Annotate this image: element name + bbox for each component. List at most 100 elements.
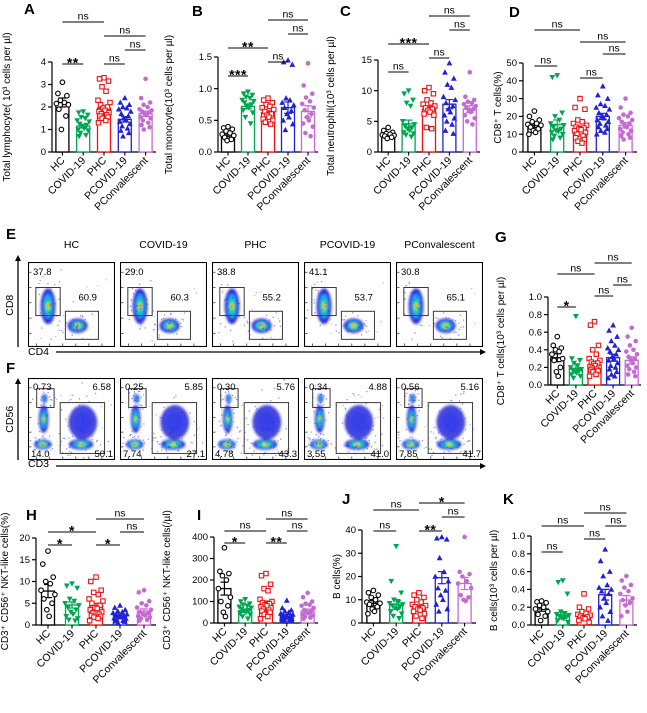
gate-box-0 — [404, 388, 423, 409]
points-covid-19 — [236, 597, 255, 622]
sig-label: *** — [400, 35, 418, 51]
y-tick-label: 0.6 — [529, 327, 542, 338]
y-tick-label: 1.5 — [199, 52, 212, 63]
points-covid-19 — [399, 88, 418, 140]
cd4-axis-label: CD4 — [28, 346, 50, 358]
sig-label: ns — [130, 39, 141, 51]
axis-ticks — [305, 271, 379, 346]
y-tick-label: 0 — [351, 618, 356, 629]
significance-annotations: ns * ns * * — [48, 508, 144, 552]
y-tick-label: 40 — [345, 525, 356, 536]
chart-svg-c: 051015nsns***nsnsHCCOVID-19PHCPCOVID-19P… — [326, 5, 480, 213]
panel-c-chart: 0 5 10 15 ns ns *** ns ns HC COVID-19 PHC PCOVID-19 P… — [324, 0, 486, 225]
flow-row-f: 0.73 6.58 14.0 50.1 0.25 5.85 7.74 27.1 0.30 5.76… — [0, 362, 490, 510]
y-tick-label: 30 — [506, 94, 517, 105]
y-tick-label: 15 — [19, 555, 30, 566]
plot-border — [120, 262, 207, 347]
y-tick-label: 1 — [41, 125, 46, 136]
panel-i-chart: 0 100 200 300 400 ns ns ns * ** HC COVID-19 PHC PCOVI… — [162, 505, 324, 713]
sig-label: ns — [609, 43, 620, 55]
chart-svg-b: 0.00.51.01.5nsns**ns***HCCOVID-19PHCPCOV… — [164, 9, 318, 213]
panel-letter-k: K — [503, 491, 514, 508]
points-pcovid-19 — [110, 602, 130, 626]
points-pcovid-19 — [115, 95, 134, 139]
flow-plot-f-3: 0.34 4.88 3.55 41.0 — [304, 378, 391, 460]
flow-plot-e-0: 37.8 60.9 — [28, 262, 115, 347]
plot-border — [120, 378, 207, 460]
gate-value-bottom-right: 27.1 — [187, 449, 206, 460]
gate-value-top-left: 37.8 — [33, 267, 52, 278]
x-category-label: COVID-19 — [210, 155, 253, 198]
sig-label: ns — [119, 25, 130, 37]
axis-ticks — [213, 387, 287, 459]
gate-value-right: 60.3 — [170, 292, 189, 303]
flow-plot-e-2: 38.8 55.2 — [212, 262, 299, 347]
sig-label: ns — [434, 47, 445, 59]
sig-label: * — [564, 298, 570, 314]
plot-border — [396, 262, 483, 347]
sig-label: ns — [598, 285, 609, 297]
y-axis-label: CD3⁺ CD56⁺ NKT-like cells(%) — [0, 513, 11, 651]
y-axis-label: CD8⁺ T cells(10³ cells per µl) — [496, 277, 507, 405]
y-tick-label: 1.0 — [529, 292, 542, 303]
gate-value-top-left: 41.1 — [309, 267, 328, 278]
sig-label: * — [439, 494, 445, 510]
points-pconvalescent — [134, 587, 154, 623]
points-hc — [363, 587, 383, 617]
points-covid-19 — [567, 314, 585, 381]
flow-e-title-covid19: COVID-19 — [139, 239, 188, 251]
points-hc — [549, 333, 566, 380]
panel-j-chart: 0 10 20 30 40 * ns ns ns ** HC COVID-19 PHC PCOVID-19… — [324, 494, 486, 713]
density-blobs — [34, 393, 98, 450]
y-tick-label: 0.4 — [512, 585, 525, 596]
plot-border — [396, 378, 483, 460]
points-pconvalescent — [617, 573, 635, 619]
y-tick-label: 10 — [19, 577, 30, 588]
density-blobs — [310, 393, 374, 450]
density-dots — [28, 382, 112, 459]
gate-value-top-left: 38.8 — [217, 267, 236, 278]
axis-ticks — [397, 271, 471, 346]
flow-plot-f-1: 0.25 5.85 7.74 27.1 — [120, 378, 207, 460]
gate-box-0 — [35, 287, 61, 317]
points-hc — [219, 123, 237, 144]
flow-plot-e-4: 30.8 65.1 — [396, 262, 483, 347]
gate-box-1 — [340, 310, 375, 340]
points-hc — [379, 124, 397, 142]
panel-g-chart: 0.0 0.2 0.4 0.6 0.8 1.0 ns ns ns ns * HC COVID-19 PHC… — [490, 225, 647, 510]
points-hc — [524, 108, 544, 138]
significance-annotations: ns ns ** ns *** — [228, 9, 308, 83]
y-axis-label: CD3⁺ CD56⁺ NKT-like cells(/µl) — [162, 510, 173, 650]
plot-border — [212, 262, 299, 347]
sig-label: ns — [589, 528, 600, 540]
gate-box-1 — [427, 402, 474, 454]
gate-box-1 — [64, 310, 99, 340]
points-phc — [259, 95, 277, 127]
sig-label: ns — [240, 520, 251, 532]
y-tick-label: 0.8 — [512, 549, 525, 560]
y-tick-label: 0.8 — [529, 310, 542, 321]
points-pcovid-19 — [279, 57, 297, 133]
sig-label: ns — [391, 499, 402, 511]
points-pconvalescent — [624, 325, 640, 379]
y-tick-label: 20 — [506, 112, 517, 123]
flow-e-title-pcovid19: PCOVID-19 — [319, 239, 376, 251]
points-pconvalescent — [461, 69, 478, 127]
y-tick-label: 400 — [192, 532, 208, 543]
sig-label: ** — [242, 39, 254, 55]
density-blobs — [402, 393, 466, 450]
flow-e-title-pconvalescent: PConvalescent — [404, 239, 475, 251]
y-tick-label: 0.0 — [512, 620, 525, 631]
y-tick-label: 1.0 — [512, 531, 525, 542]
gate-box-0 — [128, 388, 147, 409]
sig-label: ns — [281, 508, 292, 520]
axis-ticks — [213, 271, 287, 346]
points-hc — [53, 79, 72, 133]
gate-value-top-left: 0.30 — [217, 382, 236, 393]
points-hc — [532, 598, 551, 624]
points-pconvalescent — [616, 96, 635, 142]
sig-label: ns — [454, 19, 465, 31]
